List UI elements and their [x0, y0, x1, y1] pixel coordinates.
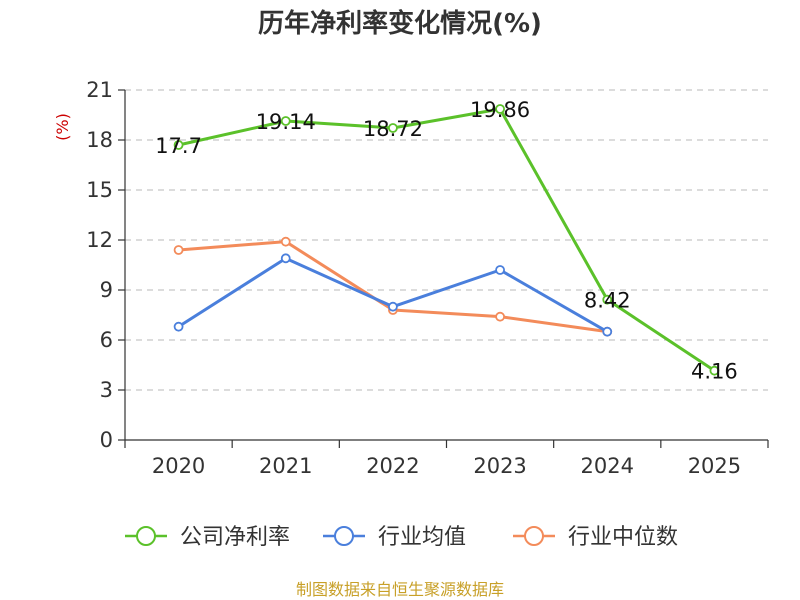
- y-axis-unit: (%): [53, 113, 72, 141]
- series-line: [177, 256, 608, 333]
- y-tick-label: 3: [100, 378, 113, 402]
- data-label: 8.42: [584, 289, 631, 313]
- data-point: [495, 265, 505, 275]
- y-tick-label: 0: [100, 428, 113, 452]
- data-point: [280, 253, 291, 264]
- y-tick-label: 21: [86, 78, 113, 102]
- data-label: 18.72: [363, 117, 423, 141]
- legend-label: 公司净利率: [180, 525, 290, 550]
- data-label: 17.7: [155, 134, 202, 158]
- x-tick-label: 2022: [366, 454, 419, 478]
- legend-item: 行业中位数: [513, 525, 678, 550]
- data-labels: 17.7 19.14 18.72 19.86 8.42 4.16: [155, 98, 738, 384]
- chart-title: 历年净利率变化情况(%): [258, 8, 542, 39]
- data-point: [280, 236, 291, 247]
- data-label: 4.16: [691, 360, 738, 384]
- data-point: [709, 365, 720, 376]
- y-tick-label: 9: [100, 278, 113, 302]
- x-tick-label: 2025: [688, 454, 741, 478]
- series-line: [178, 107, 716, 372]
- legend: 公司净利率 行业均值 行业中位数: [125, 525, 678, 550]
- y-tick-label: 18: [86, 128, 113, 152]
- data-point: [602, 294, 613, 305]
- data-point: [280, 116, 291, 126]
- series-1: [173, 253, 613, 337]
- y-tick-label: 15: [86, 178, 113, 202]
- legend-item: 行业均值: [323, 525, 466, 550]
- data-point: [388, 301, 398, 312]
- legend-marker: [334, 526, 354, 546]
- series-lines: [173, 104, 720, 376]
- y-tick-label: 6: [100, 328, 113, 352]
- x-tick-label: 2021: [259, 454, 312, 478]
- data-point: [495, 104, 505, 114]
- legend-item: 公司净利率: [125, 525, 290, 550]
- series-0: [173, 104, 720, 376]
- data-point: [495, 311, 505, 322]
- legend-label: 行业中位数: [568, 525, 678, 550]
- data-point: [173, 321, 184, 332]
- data-point: [173, 245, 184, 255]
- data-label: 19.14: [256, 110, 316, 134]
- x-tick-label: 2024: [581, 454, 634, 478]
- data-point: [173, 140, 184, 150]
- legend-marker: [524, 526, 544, 546]
- x-tick-label: 2020: [152, 454, 205, 478]
- data-point: [388, 123, 398, 133]
- source-note: 制图数据来自恒生聚源数据库: [296, 580, 504, 599]
- data-label: 19.86: [470, 98, 530, 122]
- y-tick-label: 12: [86, 228, 113, 252]
- axes: 0 3 6 9 12 15 18 21 2020 2021 2022 2023 2024 2025: [86, 78, 769, 478]
- x-tick-label: 2023: [473, 454, 526, 478]
- data-point: [602, 326, 613, 337]
- legend-marker: [136, 526, 156, 546]
- grid-lines: [125, 89, 768, 391]
- legend-label: 行业均值: [378, 525, 466, 550]
